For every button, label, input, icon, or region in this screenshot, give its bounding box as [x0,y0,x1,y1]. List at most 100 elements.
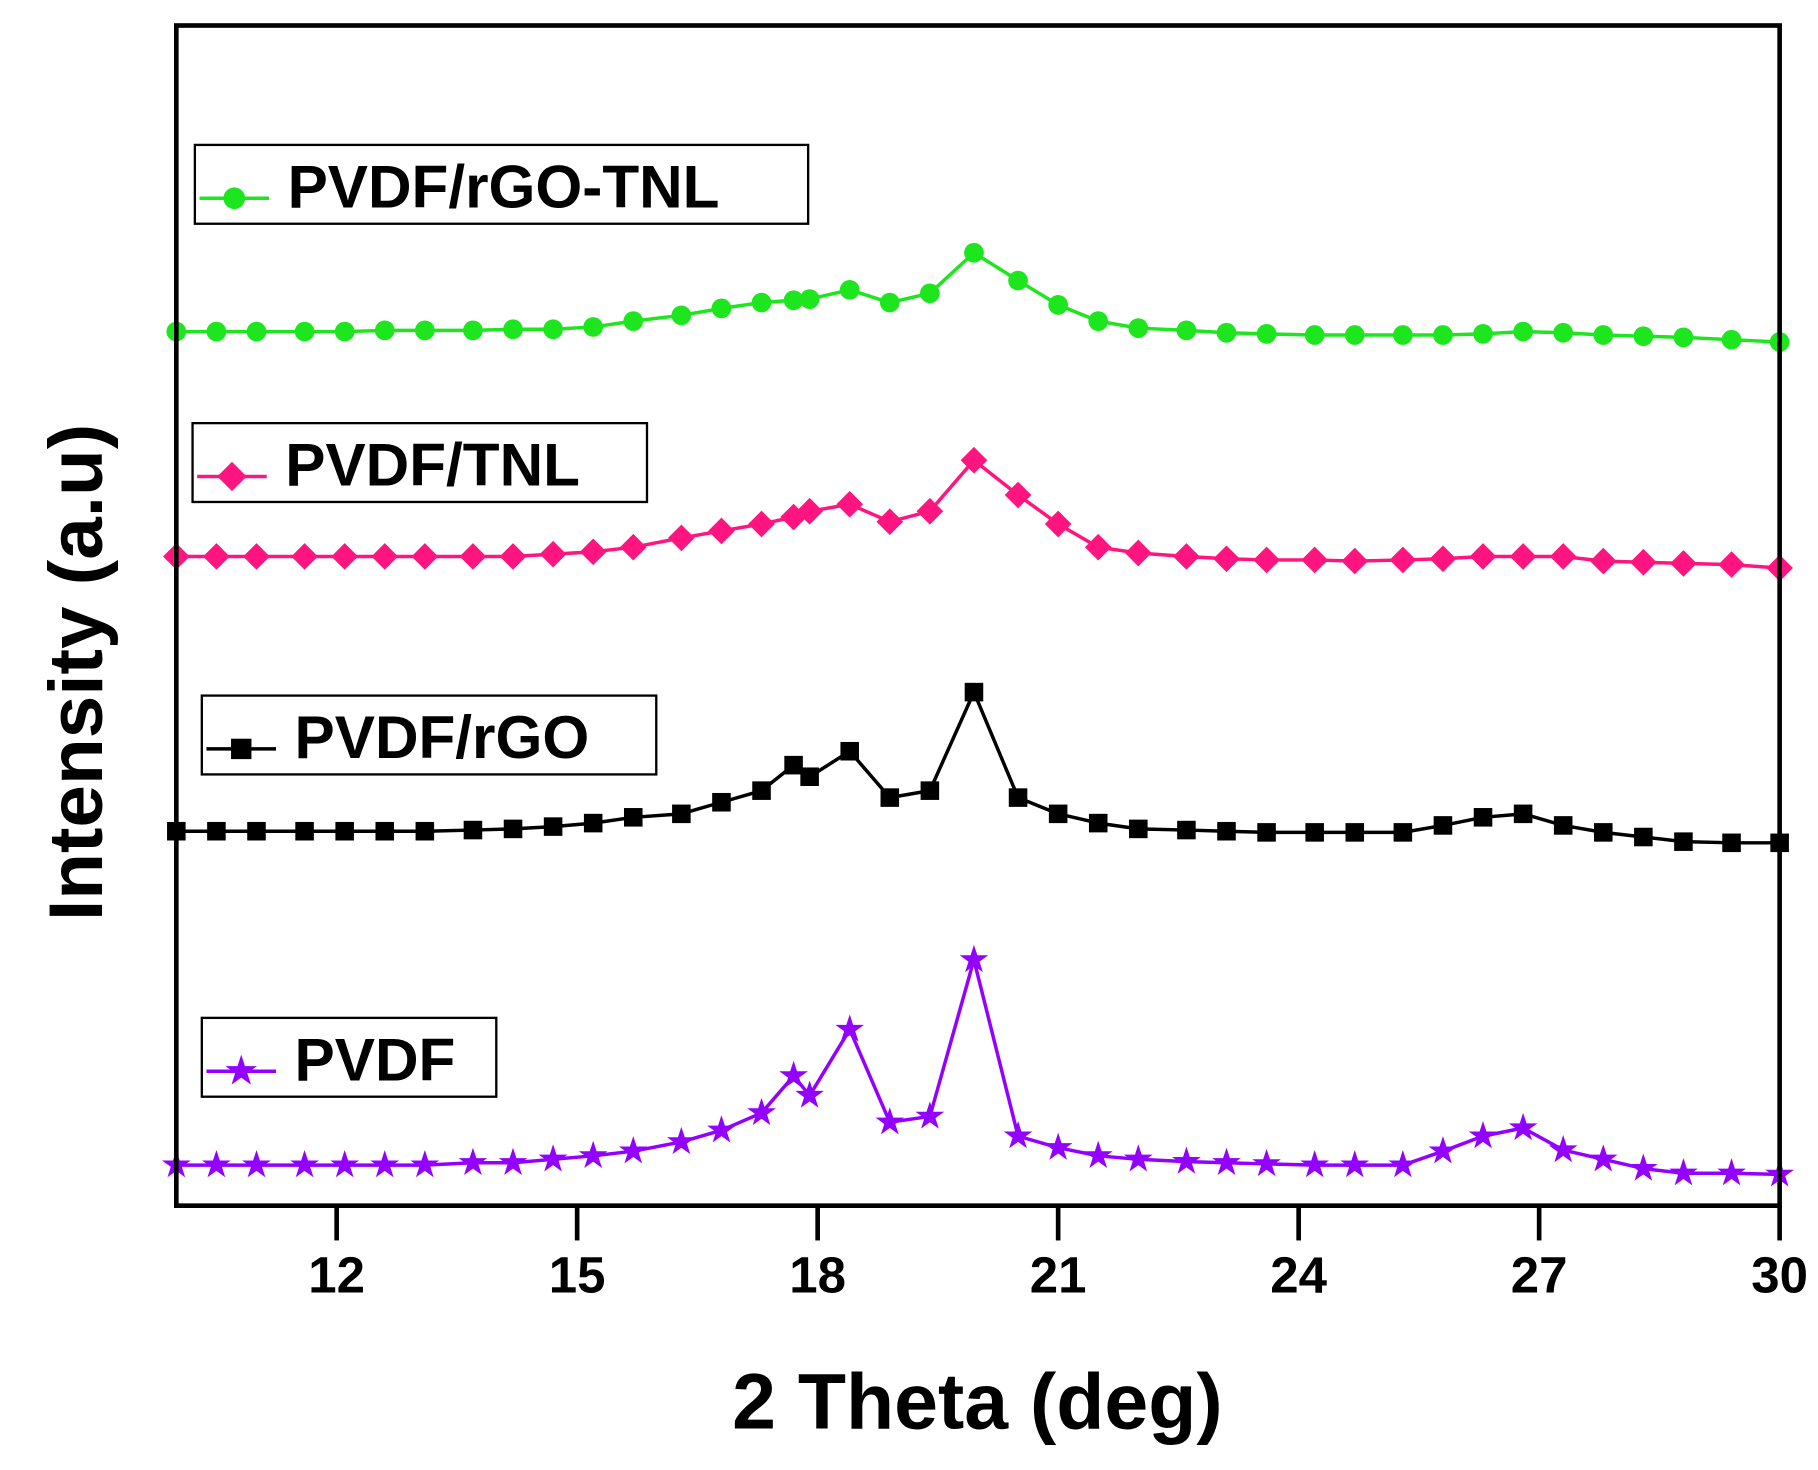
series-line [176,250,1780,344]
data-point [499,543,527,570]
series-line [176,458,1780,570]
data-point [463,320,483,341]
series-pvdf-rgo-tnl [166,242,1790,352]
data-point [915,1101,945,1129]
data-point [1669,1158,1698,1186]
plot-frame [174,23,1782,1208]
data-point [543,319,563,340]
data-point [1634,827,1653,847]
data-point [876,508,904,536]
legend-marker-square-icon [231,738,252,760]
data-point [1084,533,1112,561]
data-point [747,1097,776,1126]
data-point [1257,823,1276,842]
data-point [667,1126,696,1155]
data-point [1589,547,1617,575]
data-point [1629,1153,1658,1181]
data-point [207,821,226,841]
data-point [1128,318,1149,338]
data-point [920,781,940,800]
data-point [1123,1144,1153,1172]
data-point [294,321,315,342]
y-axis-label: Intensity (a.u) [34,424,119,921]
data-point [800,767,819,787]
data-point [458,1147,488,1175]
data-point [1630,548,1657,576]
data-point [618,1136,648,1164]
data-point [242,1150,271,1178]
data-point [1553,322,1574,343]
data-point [1549,543,1577,570]
data-point [330,1150,360,1178]
x-axis: 12 15 18 21 24 27 30 [308,1205,1808,1304]
data-point [1513,804,1533,824]
data-point [578,1140,608,1169]
data-point [959,944,989,973]
data-point [752,781,771,800]
data-point [1673,327,1694,348]
data-point [410,1150,440,1178]
legend: PVDF/rGO-TNL PVDF/TNL PVDF/rGO PVDF [191,143,810,1098]
legend-label: PVDF/TNL [285,431,580,499]
data-point [1172,1146,1201,1174]
data-point [1043,1132,1073,1160]
data-point [619,533,647,561]
legend-label: PVDF [295,1025,456,1093]
data-point [712,792,731,812]
legend-marker-star-icon [225,1054,258,1085]
data-point [784,755,803,775]
data-point [247,821,266,841]
data-point [583,317,604,337]
data-point [463,820,483,840]
data-point [836,490,864,518]
data-point [1588,1144,1618,1172]
x-axis-label: 2 Theta (deg) [732,1357,1223,1445]
data-point [1340,1150,1370,1178]
data-point [1473,324,1493,344]
data-point [1388,1150,1418,1178]
data-point [538,1144,568,1172]
data-point [202,1150,231,1178]
data-point [1048,295,1068,315]
data-point [779,1060,808,1089]
data-point [1433,816,1453,835]
data-point [1256,324,1277,344]
data-point [796,497,823,525]
data-point [875,1107,905,1135]
data-point [783,290,804,311]
data-point [623,808,643,827]
data-point [1177,820,1196,840]
data-point [1217,821,1236,841]
data-point [1513,321,1533,342]
data-point [1508,1112,1538,1141]
data-point [335,821,354,841]
data-point [459,543,487,570]
data-point [1004,481,1032,509]
data-point [672,804,691,824]
data-point [539,540,567,568]
legend-box [200,1016,498,1098]
data-point [1722,833,1741,853]
x-tick-label: 12 [308,1247,365,1304]
data-point [370,1150,400,1178]
data-point [1718,551,1745,578]
data-point [1469,543,1497,570]
data-point [1393,823,1413,842]
legend-marker-circle-icon [223,187,246,210]
data-point [1593,325,1614,345]
data-point [1473,808,1493,827]
data-point [334,321,355,342]
legend-box [200,694,658,776]
data-point [331,543,358,570]
legend-item: PVDF/rGO [200,694,658,776]
data-point [1428,1136,1458,1164]
data-point [1048,804,1068,824]
data-point [916,497,944,525]
data-point [1344,325,1365,345]
data-point [1553,816,1573,835]
x-tick-label: 15 [549,1247,606,1304]
data-point [751,292,772,313]
data-point [1633,326,1654,347]
x-tick-label: 18 [789,1247,846,1304]
data-point [1429,545,1457,573]
